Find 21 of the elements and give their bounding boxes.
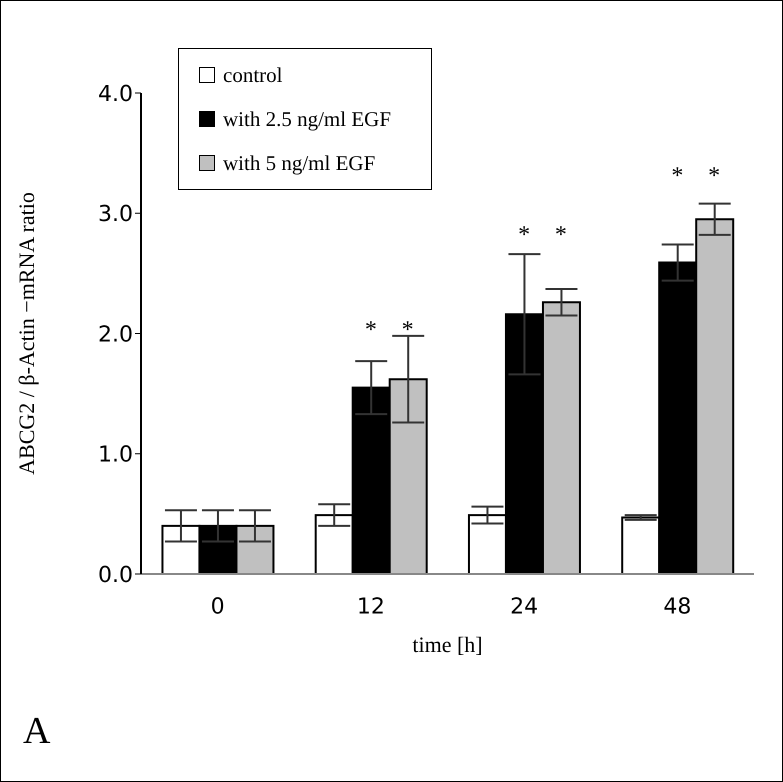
x-tick-label: 12 bbox=[356, 594, 385, 620]
text: A bbox=[23, 709, 50, 753]
annotation: * bbox=[554, 222, 568, 248]
y-tick-label: 4.0 bbox=[98, 82, 133, 107]
x-tick-label: 24 bbox=[510, 594, 538, 620]
y-tick-label: 3.0 bbox=[98, 202, 133, 228]
y-axis-title: ABCG2 / β-Actin −mRNA ratio bbox=[14, 192, 39, 475]
annotation: * bbox=[364, 317, 378, 344]
y-tick-label: 2.0 bbox=[98, 322, 133, 348]
x-axis-title: time [h] bbox=[412, 632, 483, 657]
annotation: * bbox=[400, 317, 415, 344]
legend-label: with 2.5 ng/ml EGF bbox=[223, 106, 392, 132]
annotation: * bbox=[517, 222, 532, 248]
legend-label: control bbox=[223, 62, 282, 88]
annotation: * bbox=[707, 163, 722, 190]
y-tick-label: 0.0 bbox=[98, 562, 133, 588]
x-tick-label: 48 bbox=[663, 594, 692, 620]
y-tick-label: 1.0 bbox=[98, 442, 133, 468]
legend-label: with 5 ng/ml EGF bbox=[223, 150, 376, 176]
x-tick-label: 0 bbox=[210, 594, 225, 620]
annotation: * bbox=[670, 163, 684, 190]
